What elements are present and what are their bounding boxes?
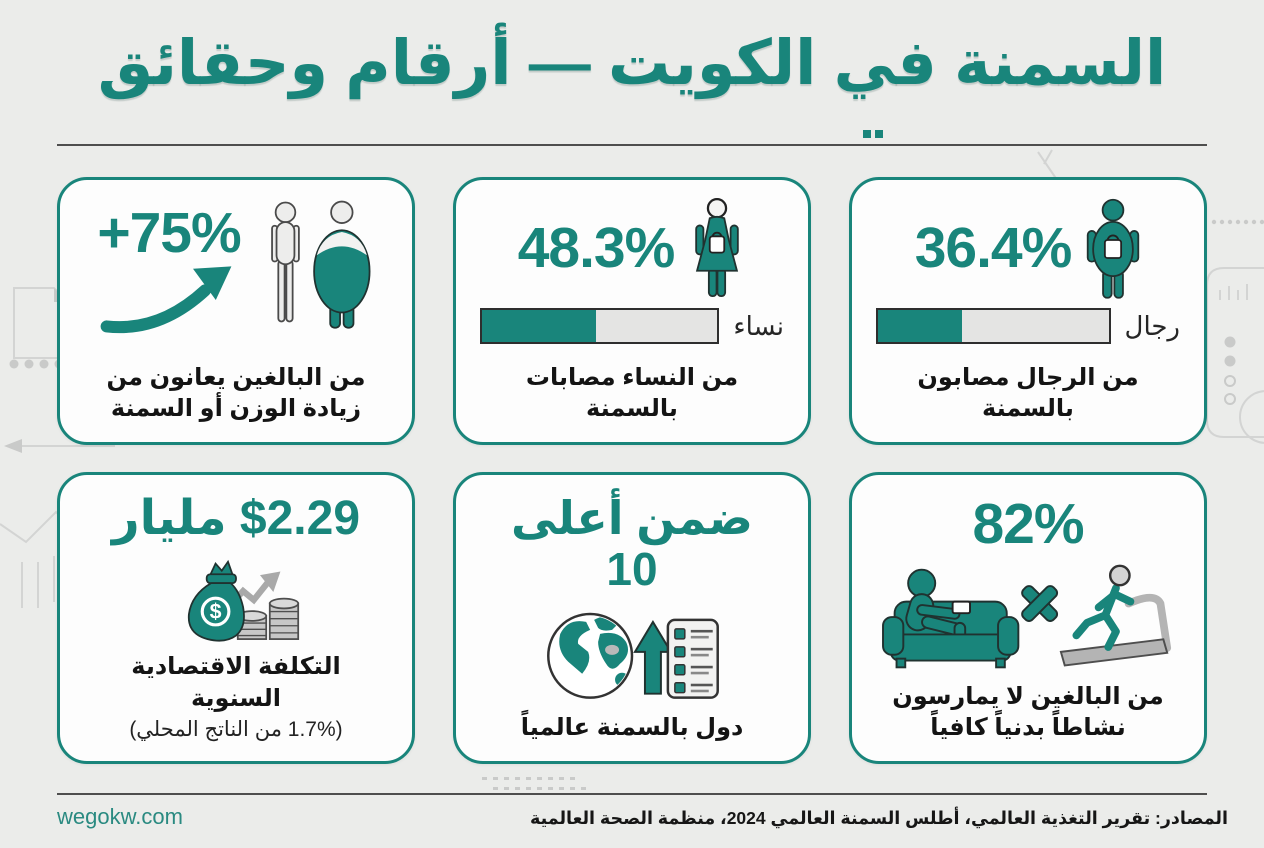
men-obesity-progress-bar	[876, 308, 1111, 344]
women-stat-row: 48.3%	[480, 198, 784, 300]
global-rank-value: ضمن أعلى 10	[511, 492, 753, 595]
obese-man-icon	[1087, 198, 1140, 299]
adults-value-block: +75%	[94, 201, 244, 336]
stat-card-economic-cost: $2.29 مليار $ التكلفة الا	[57, 472, 415, 764]
growth-arrow-icon	[100, 266, 232, 333]
money-bag-coins-icon: $	[187, 559, 300, 642]
women-caption: من النساء مصابات بالسمنة	[525, 363, 739, 422]
adults-caption-line2: زيادة الوزن أو السمنة	[110, 394, 362, 422]
inactivity-caption-line2: نشاطاً بدنياً كافياً	[930, 713, 1126, 741]
adults-caption: من البالغين يعانون من زيادة الوزن أو الس…	[106, 362, 365, 426]
inactivity-value: 82%	[972, 492, 1084, 556]
stat-card-adults-overweight: +75% من البالغين يعانون من زيادة الوزن أ…	[57, 177, 415, 445]
couch-no-exercise-icon	[881, 564, 1171, 669]
page-title: السمنة في الكويت — أرقام وحقائق	[97, 29, 1167, 98]
header-divider	[57, 144, 1207, 146]
footer-divider	[57, 793, 1207, 795]
women-obesity-value: 48.3%	[517, 216, 676, 281]
economic-cost-caption-block: التكلفة الاقتصادية السنوية (1.7% من النا…	[84, 651, 388, 745]
adults-caption-line1: من البالغين يعانون من	[106, 363, 366, 391]
x-mark-icon	[1020, 584, 1058, 622]
website-url: wegokw.com	[57, 804, 183, 829]
global-rank-caption: دول بالسمنة عالمياً	[520, 713, 744, 741]
sources-text: المصادر: تقرير التغذية العالمي، أطلس الس…	[529, 808, 1228, 828]
economic-cost-value: $2.29 مليار	[111, 492, 361, 545]
stat-card-women-obesity: 48.3% نساء من النساء مصابات بالسمنة	[453, 177, 811, 445]
women-bar-label: نساء	[733, 311, 784, 341]
economic-cost-subcaption: (1.7% من الناتج المحلي)	[129, 717, 343, 741]
thin-vs-obese-figures-icon	[271, 200, 371, 329]
men-obesity-value: 36.4%	[914, 216, 1073, 281]
women-progress-fill	[482, 310, 596, 342]
women-obesity-progress-bar	[480, 308, 720, 344]
obese-woman-icon	[695, 198, 740, 298]
adults-stat-row: +75%	[84, 198, 388, 336]
men-bar-label: رجال	[1124, 311, 1180, 341]
stat-card-men-obesity: 36.4% رجال من الرجال مصابون بالسمنة	[849, 177, 1207, 445]
women-bar-row: نساء	[480, 308, 784, 344]
coin-stack-icon	[236, 597, 300, 640]
dollar-sign: $	[210, 599, 222, 623]
men-bar-row: رجال	[876, 308, 1180, 344]
inactivity-caption-line1: من البالغين لا يمارسون	[892, 682, 1164, 710]
stat-card-global-rank: ضمن أعلى 10	[453, 472, 811, 764]
men-progress-fill	[878, 310, 962, 342]
men-caption: من الرجال مصابون بالسمنة	[917, 363, 1139, 422]
stat-cards-grid: 36.4% رجال من الرجال مصابون بالسمنة	[57, 177, 1207, 764]
inactivity-caption: من البالغين لا يمارسون نشاطاً بدنياً كاف…	[892, 681, 1163, 745]
adults-overweight-value: +75%	[97, 201, 241, 265]
stat-card-physical-inactivity: 82%	[849, 472, 1207, 764]
men-stat-row: 36.4%	[876, 198, 1180, 300]
economic-cost-caption: التكلفة الاقتصادية السنوية	[131, 653, 341, 712]
globe-ranking-list-icon	[547, 612, 719, 700]
